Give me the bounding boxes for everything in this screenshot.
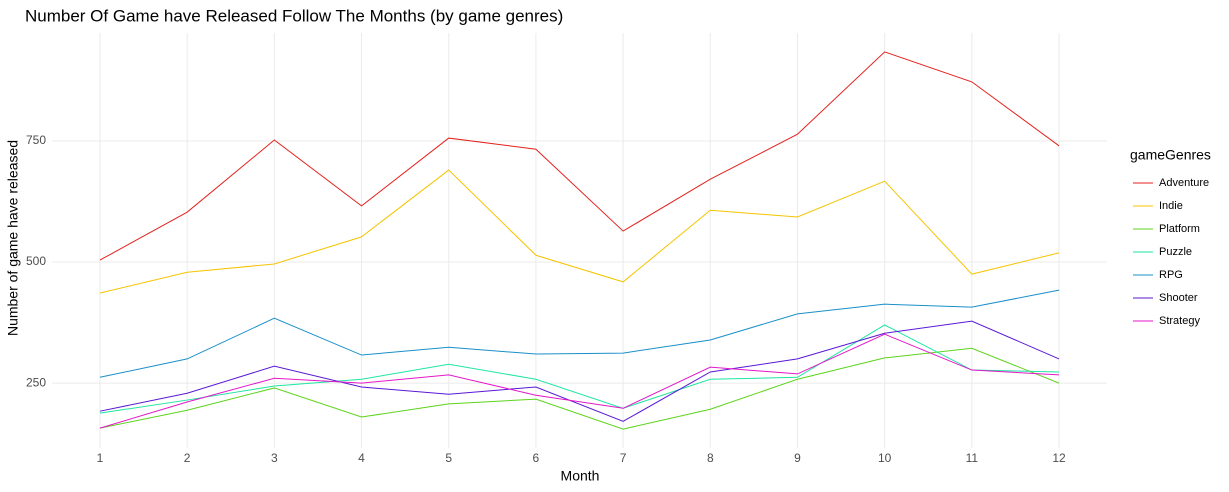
x-tick-label: 8 [707,451,714,465]
y-tick-label: 250 [26,375,46,389]
x-tick-label: 10 [878,451,892,465]
x-axis-label: Month [561,468,600,484]
y-tick-label: 750 [26,133,46,147]
series-line [99,320,1060,422]
legend-label: RPG [1159,269,1183,281]
x-tick-label: 4 [358,451,365,465]
x-tick-label: 2 [184,451,191,465]
x-tick-label: 6 [533,451,540,465]
x-tick-label: 1 [97,451,104,465]
legend-label: Shooter [1159,292,1198,304]
legend-label: Puzzle [1159,246,1192,258]
y-tick-label: 500 [26,254,46,268]
series-line [99,51,1060,261]
x-tick-label: 12 [1052,451,1066,465]
series-line [99,324,1060,414]
series-line [99,347,1060,430]
x-tick-label: 5 [445,451,452,465]
legend-title: gameGenres [1130,147,1211,163]
legend-label: Indie [1159,200,1183,212]
x-tick-label: 7 [620,451,627,465]
x-tick-label: 11 [966,451,979,465]
legend-label: Strategy [1159,315,1200,327]
chart-title: Number Of Game have Released Follow The … [25,6,563,25]
legend-label: Platform [1159,223,1200,235]
series-line [99,169,1060,294]
series-line [99,333,1060,429]
y-axis-label: Number of game have released [5,140,21,336]
x-tick-label: 3 [271,451,278,465]
x-tick-label: 9 [794,451,801,465]
legend-label: Adventure [1159,177,1209,189]
series-line [99,289,1060,378]
